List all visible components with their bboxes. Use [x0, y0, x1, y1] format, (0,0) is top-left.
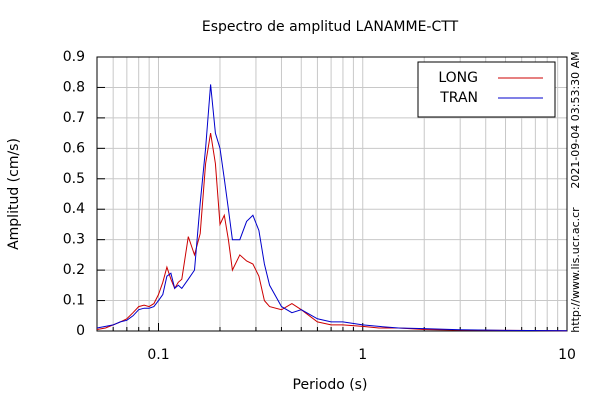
x-tick-label: 10 — [558, 347, 576, 363]
x-tick-label: 1 — [358, 347, 367, 363]
series-line — [96, 133, 568, 332]
legend-label: LONG — [438, 70, 478, 86]
y-tick-label: 0.1 — [63, 293, 85, 309]
plot-area — [96, 56, 568, 332]
y-tick-label: 0.9 — [63, 49, 85, 65]
x-axis-label: Periodo (s) — [293, 377, 368, 393]
y-tick-label: 0.6 — [63, 140, 85, 156]
y-tick-label: 0.8 — [63, 79, 85, 95]
y-axis-label: Amplitud (cm/s) — [6, 138, 22, 250]
x-tick-label: 0.1 — [147, 347, 169, 363]
series-line — [96, 84, 568, 332]
legend-label: TRAN — [439, 90, 478, 106]
source-url: http://www.lis.ucr.ac.cr — [569, 207, 582, 333]
y-tick-label: 0.3 — [63, 232, 85, 248]
chart-title: Espectro de amplitud LANAMME-CTT — [202, 19, 459, 35]
y-tick-label: 0.4 — [63, 201, 85, 217]
y-tick-label: 0.5 — [63, 171, 85, 187]
legend-box — [417, 61, 556, 118]
y-tick-label: 0.7 — [63, 110, 85, 126]
y-tick-label: 0 — [76, 323, 85, 339]
y-tick-label: 0.2 — [63, 262, 85, 278]
timestamp: 2021-09-04 03:53:30 AM — [569, 51, 582, 188]
